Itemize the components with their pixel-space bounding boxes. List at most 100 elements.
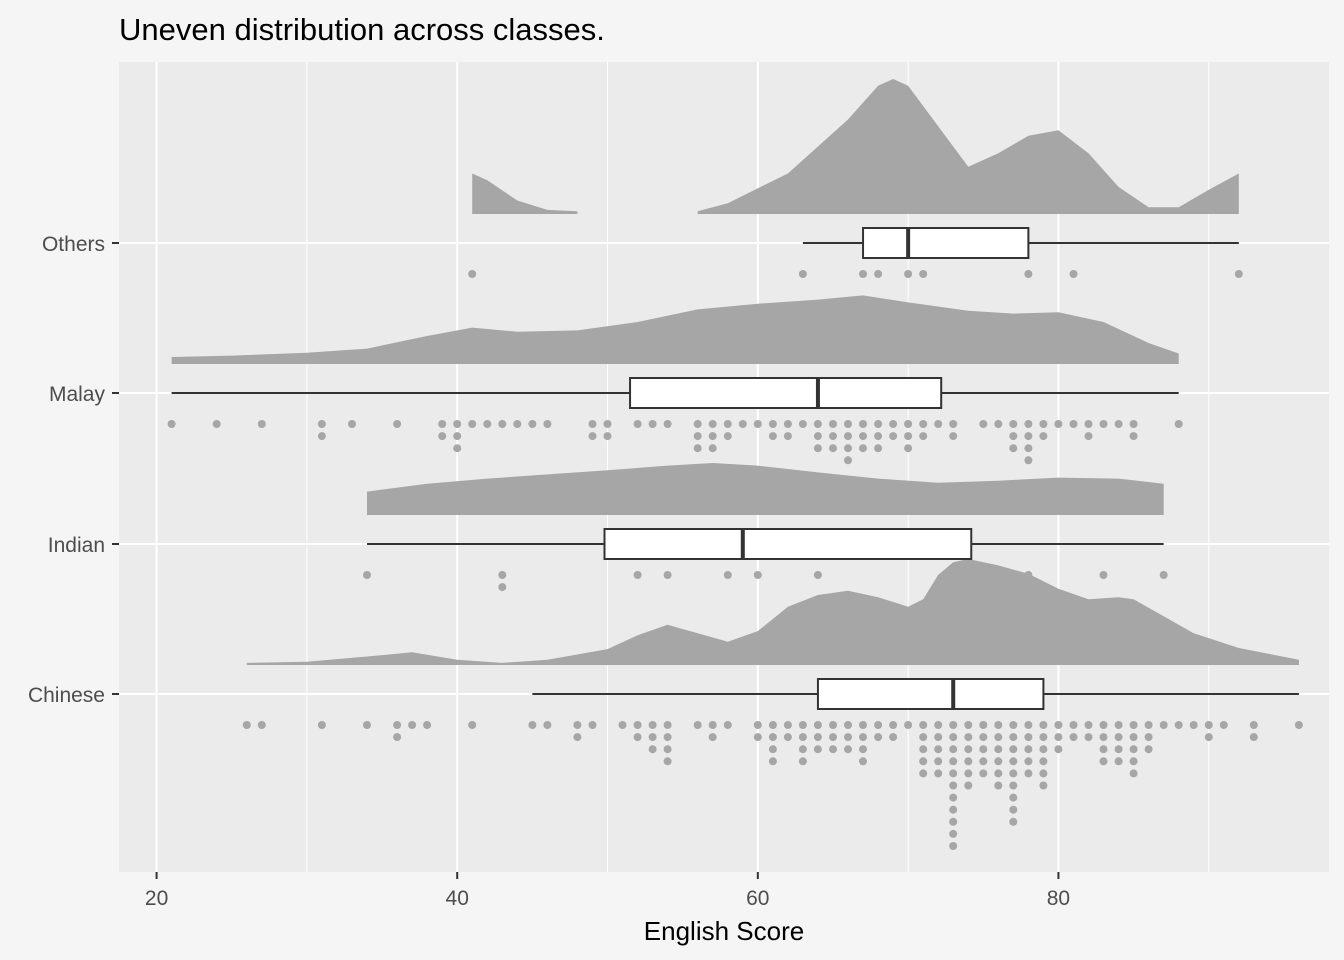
data-dot (1114, 420, 1123, 428)
data-dot (663, 571, 672, 579)
data-dot (949, 420, 958, 428)
data-dot (979, 420, 988, 428)
density-malay (171, 295, 1179, 364)
data-dot (813, 721, 822, 729)
data-dot (1009, 733, 1018, 742)
data-dot (934, 769, 943, 778)
data-dot (1219, 721, 1228, 729)
data-dot (1249, 721, 1258, 729)
data-dot (919, 270, 928, 278)
data-dot (1099, 420, 1108, 428)
data-dot (994, 733, 1003, 742)
data-dot (1084, 420, 1093, 428)
data-dot (363, 721, 371, 729)
data-dot (1024, 270, 1033, 278)
data-dot (708, 420, 717, 428)
data-dot (844, 733, 852, 742)
data-dot (904, 420, 913, 428)
data-dot (798, 270, 807, 278)
data-dot (874, 420, 883, 428)
data-dot (768, 721, 777, 729)
data-dot (1084, 733, 1093, 742)
box-others (862, 227, 1030, 259)
data-dot (844, 745, 852, 754)
data-dot (317, 721, 326, 729)
data-dot (889, 721, 898, 729)
data-dot (1024, 721, 1033, 729)
data-dot (1159, 571, 1168, 579)
data-dot (1024, 432, 1033, 441)
data-dot (1234, 270, 1243, 278)
x-tick-label: 40 (446, 887, 469, 910)
data-dot (438, 432, 447, 441)
data-dot (1144, 745, 1153, 754)
data-dot (829, 432, 837, 441)
data-dot (964, 733, 973, 742)
data-dot (798, 721, 807, 729)
data-dot (708, 432, 717, 441)
x-tick-label: 60 (746, 887, 769, 910)
data-dot (1024, 745, 1033, 754)
data-dot (663, 721, 672, 729)
data-dot (964, 721, 973, 729)
data-dot (1249, 733, 1258, 742)
box-plots (171, 227, 1299, 710)
data-dot (708, 721, 717, 729)
data-dot (949, 757, 958, 766)
data-dot (1129, 432, 1138, 441)
data-dot (813, 571, 822, 579)
data-dot (483, 420, 492, 428)
data-dot (573, 721, 582, 729)
data-dot (1024, 769, 1033, 778)
data-dot (919, 757, 928, 766)
density-others (697, 79, 1239, 214)
data-dot (1204, 721, 1213, 729)
data-dot (829, 745, 837, 754)
data-dot (663, 745, 672, 754)
data-dot (1144, 733, 1153, 742)
data-dot (408, 721, 417, 729)
data-dot (994, 781, 1003, 790)
data-dot (498, 420, 507, 428)
data-dot (753, 420, 762, 428)
density-indian (367, 463, 1164, 515)
data-dot (964, 757, 973, 766)
data-dot (859, 757, 867, 766)
data-dot (1009, 721, 1018, 729)
data-dot (543, 420, 552, 428)
density-clouds (171, 79, 1299, 665)
y-tick-label: Chinese (28, 684, 105, 707)
data-dot (844, 444, 852, 453)
data-dot (242, 721, 251, 729)
data-dot (844, 432, 852, 441)
x-tick-label: 80 (1047, 887, 1070, 910)
data-dot (979, 745, 988, 754)
data-dot (949, 432, 958, 441)
data-dot (618, 721, 627, 729)
data-dot (648, 721, 657, 729)
data-dot (663, 420, 672, 428)
data-dot (1039, 745, 1048, 754)
data-dot (1039, 721, 1048, 729)
data-dot (603, 432, 612, 441)
box-chinese (816, 678, 1045, 710)
data-dot (723, 721, 732, 729)
data-dot (648, 733, 657, 742)
data-dot (919, 721, 928, 729)
data-dot (1129, 733, 1138, 742)
data-dot (1144, 721, 1153, 729)
data-dot (723, 571, 732, 579)
data-dot (1009, 769, 1018, 778)
data-dot (874, 432, 883, 441)
data-dot (363, 571, 371, 579)
data-dot (663, 757, 672, 766)
data-dot (798, 745, 807, 754)
axes: 20 40 60 80 Chinese Indian Malay Others (28, 233, 1070, 910)
data-dot (949, 769, 958, 778)
data-dot (859, 270, 867, 278)
data-dot (783, 721, 792, 729)
data-dot (693, 432, 702, 441)
data-dot (753, 571, 762, 579)
data-dot (1054, 745, 1063, 754)
